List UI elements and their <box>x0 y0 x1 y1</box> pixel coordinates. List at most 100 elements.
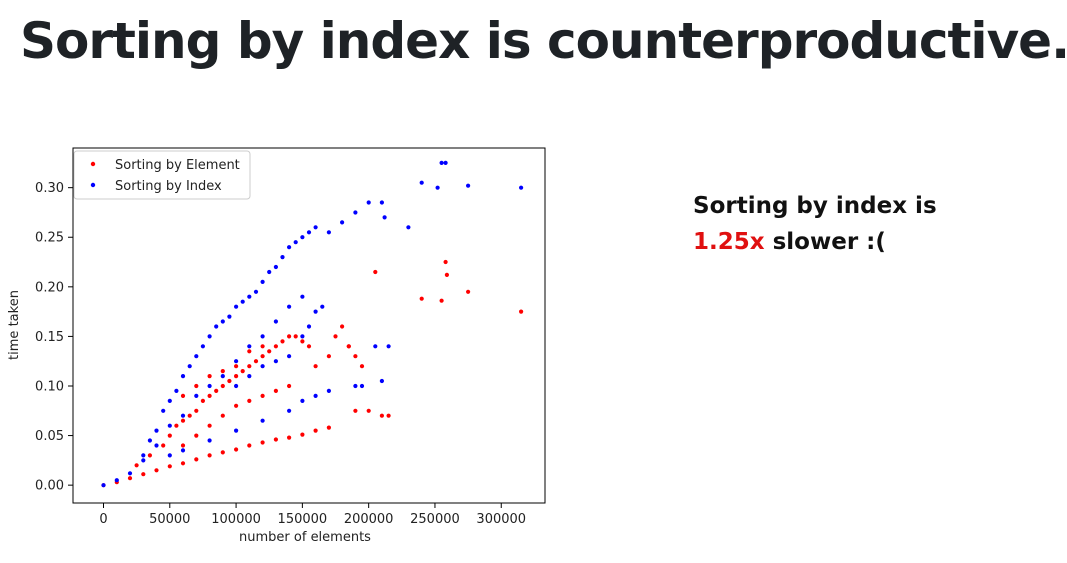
x-tick-label: 100000 <box>211 512 261 527</box>
index-data-point <box>280 255 285 260</box>
index-data-point <box>240 299 245 304</box>
index-data-point <box>300 398 305 403</box>
element-data-point <box>167 433 172 438</box>
legend-marker-index <box>90 182 96 188</box>
element-data-point <box>346 344 351 349</box>
element-data-point <box>386 413 391 418</box>
index-data-point <box>353 383 358 389</box>
index-data-point <box>194 354 199 359</box>
index-data-point <box>300 334 305 339</box>
chart-svg: 0 50000 100000 150000 200000 250000 300000 0.0… <box>7 147 546 545</box>
index-data-point <box>161 408 166 413</box>
element-data-point <box>180 418 186 423</box>
index-data-point <box>194 393 199 398</box>
element-data-point <box>234 364 239 369</box>
index-data-point <box>220 319 225 324</box>
y-tick-label: 0.30 <box>35 181 64 196</box>
element-data-point <box>273 388 278 393</box>
summary-line-2-rest: slower :( <box>764 229 886 255</box>
index-data-point <box>287 354 292 359</box>
element-data-point <box>220 450 225 455</box>
index-data-point <box>260 279 265 284</box>
element-data-point <box>267 349 272 354</box>
element-data-point <box>194 433 199 438</box>
element-data-point <box>443 259 448 265</box>
legend: Sorting by Element Sorting by Index <box>73 150 251 200</box>
index-data-point <box>234 428 239 433</box>
index-data-point <box>234 359 239 364</box>
element-data-point <box>353 408 358 413</box>
index-data-point <box>313 309 318 314</box>
index-data-point <box>287 245 292 250</box>
index-data-point <box>273 359 278 364</box>
slide-title: Sorting by index is counterproductive.. <box>20 12 1067 70</box>
index-data-point <box>174 388 179 393</box>
index-data-point <box>306 324 312 329</box>
index-data-point <box>287 408 292 413</box>
index-data-point <box>359 383 365 389</box>
index-data-point <box>247 344 252 349</box>
series-element-points <box>101 259 524 488</box>
index-data-point <box>326 230 331 235</box>
element-data-point <box>287 383 292 389</box>
index-data-point <box>300 235 305 240</box>
legend-box <box>73 150 251 200</box>
element-data-point <box>260 344 265 349</box>
series-index-points <box>101 160 524 488</box>
element-data-point <box>134 463 139 468</box>
element-data-point <box>220 383 225 389</box>
index-data-point <box>114 478 119 483</box>
element-data-point <box>340 324 345 329</box>
x-tick-label: 50000 <box>149 512 190 527</box>
index-data-point <box>313 393 318 398</box>
element-data-point <box>260 393 265 398</box>
element-data-point <box>161 443 166 448</box>
index-data-point <box>379 200 384 205</box>
element-data-point <box>293 334 298 339</box>
element-data-point <box>214 388 219 393</box>
index-data-point <box>373 344 378 349</box>
y-tick-label: 0.15 <box>35 330 64 345</box>
index-data-point <box>167 423 172 428</box>
element-data-point <box>180 461 186 466</box>
element-data-point <box>326 425 331 430</box>
element-data-point <box>359 364 365 369</box>
index-data-point <box>260 418 265 423</box>
element-data-point <box>207 393 212 398</box>
index-data-point <box>180 374 186 379</box>
index-data-point <box>353 210 358 215</box>
element-data-point <box>253 359 259 364</box>
element-data-point <box>187 413 192 418</box>
element-data-point <box>273 344 278 349</box>
element-data-point <box>247 364 252 369</box>
element-data-point <box>439 298 444 303</box>
element-data-point <box>234 374 239 379</box>
index-data-point <box>466 183 471 188</box>
element-data-point <box>260 440 265 445</box>
index-data-point <box>247 294 252 299</box>
index-data-point <box>382 215 387 220</box>
index-data-point <box>300 294 305 299</box>
index-data-point <box>519 185 524 190</box>
index-data-point <box>154 428 159 433</box>
element-data-point <box>273 437 278 442</box>
index-data-point <box>167 453 172 458</box>
element-data-point <box>220 369 225 374</box>
index-data-point <box>326 388 331 393</box>
index-data-point <box>419 180 424 185</box>
y-tick-label: 0.05 <box>35 429 64 444</box>
element-data-point <box>306 344 312 349</box>
element-data-point <box>466 289 471 294</box>
index-data-point <box>273 319 278 324</box>
element-data-point <box>180 443 186 448</box>
index-data-point <box>435 185 440 190</box>
index-data-point <box>386 344 391 349</box>
index-data-point <box>234 383 239 389</box>
element-data-point <box>260 354 265 359</box>
element-data-point <box>519 309 524 314</box>
y-tick-label: 0.10 <box>35 379 64 394</box>
element-data-point <box>240 369 245 374</box>
index-data-point <box>220 374 225 379</box>
index-data-point <box>101 483 106 488</box>
index-data-point <box>141 453 146 458</box>
